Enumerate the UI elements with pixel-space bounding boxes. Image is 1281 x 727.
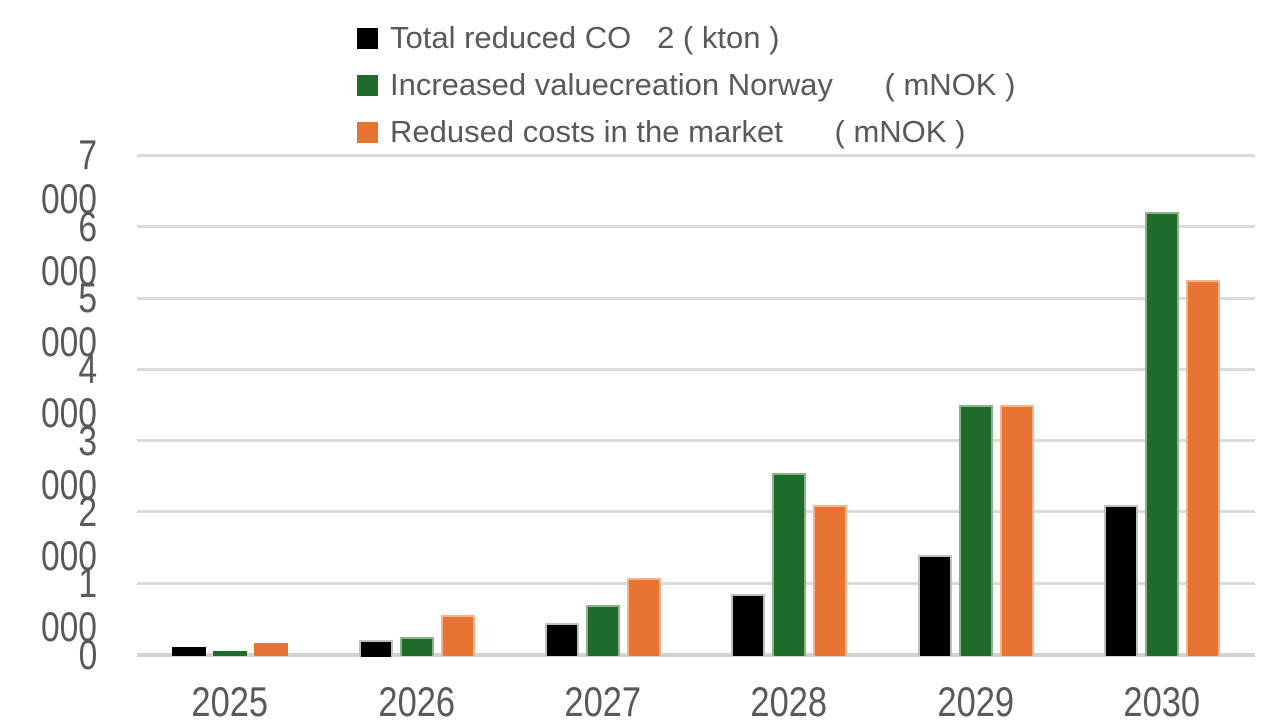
x-axis-label-2029: 2029 [883, 680, 1069, 724]
bar-2029-total-reduced-co2-kton [917, 554, 952, 657]
x-axis-label-text: 2026 [378, 678, 455, 725]
legend-marker-total-reduced-co2-kton [357, 27, 378, 49]
y-axis-label-text: 4 000 [40, 345, 97, 437]
legend-label-total-reduced-co2-kton: Total reduced CO 2 ( kton ) [390, 20, 780, 55]
bar-2027-total-reduced-co2-kton [544, 623, 579, 657]
bar-2029-redused-costs-in-the-market-mnok [999, 404, 1034, 657]
x-axis-label-2028: 2028 [696, 680, 882, 724]
y-axis-label-7000: 7 000 [0, 133, 97, 221]
bar-2030-increased-valuecreation-norway-mnok [1144, 212, 1179, 657]
legend-marker-redused-costs-in-the-market-mnok [357, 121, 378, 143]
y-axis-label-text: 1 000 [40, 559, 97, 651]
y-axis-label-text: 3 000 [40, 416, 97, 508]
x-axis-label-2030: 2030 [1069, 680, 1255, 724]
gridline-4000 [137, 367, 1255, 371]
x-axis-label-text: 2027 [564, 678, 642, 725]
bar-2026-increased-valuecreation-norway-mnok [399, 637, 434, 657]
bar-2025-increased-valuecreation-norway-mnok [213, 650, 248, 657]
gridline-1000 [137, 581, 1255, 585]
legend-label-redused-costs-in-the-market-mnok: Redused costs in the market ( mNOK ) [390, 114, 966, 149]
gridline-5000 [137, 296, 1255, 300]
y-axis-label-1000: 1 000 [0, 561, 97, 649]
y-axis-label-3000: 3 000 [0, 418, 97, 506]
gridline-6000 [137, 225, 1255, 229]
bar-2027-redused-costs-in-the-market-mnok [626, 578, 661, 657]
x-axis-baseline [137, 652, 1255, 657]
legend-item-increased-valuecreation-norway-mnok: Increased valuecreation Norway ( mNOK ) [357, 67, 1015, 103]
legend-item-total-reduced-co2-kton: Total reduced CO 2 ( kton ) [357, 20, 1015, 56]
x-axis-label-2026: 2026 [324, 680, 510, 724]
y-axis-label-2000: 2 000 [0, 489, 97, 577]
y-axis-label-text: 7 000 [40, 131, 97, 223]
x-axis-label-text: 2029 [937, 678, 1014, 725]
bar-2026-redused-costs-in-the-market-mnok [440, 615, 475, 657]
bar-2025-redused-costs-in-the-market-mnok [254, 643, 289, 657]
y-axis-label-0: 0 [0, 630, 97, 678]
bar-2030-total-reduced-co2-kton [1103, 504, 1138, 657]
bar-2028-increased-valuecreation-norway-mnok [772, 472, 807, 657]
y-axis-label-text: 2 000 [40, 487, 97, 579]
x-axis-label-text: 2025 [191, 678, 269, 725]
gridline-3000 [137, 439, 1255, 443]
legend-marker-increased-valuecreation-norway-mnok [357, 74, 378, 96]
legend-item-redused-costs-in-the-market-mnok: Redused costs in the market ( mNOK ) [357, 114, 1015, 150]
bar-2025-total-reduced-co2-kton [172, 647, 207, 657]
x-axis-label-2025: 2025 [137, 680, 323, 724]
bar-2028-redused-costs-in-the-market-mnok [813, 504, 848, 657]
y-axis-label-text: 5 000 [40, 274, 97, 365]
y-axis-label-text: 0 [78, 630, 97, 678]
y-axis-label-5000: 5 000 [0, 276, 97, 364]
x-axis-label-text: 2030 [1123, 678, 1201, 725]
x-axis-label-text: 2028 [750, 678, 828, 725]
gridline-2000 [137, 510, 1255, 514]
bar-2030-redused-costs-in-the-market-mnok [1185, 280, 1220, 657]
bar-2026-total-reduced-co2-kton [358, 639, 393, 657]
y-axis-label-text: 6 000 [40, 202, 97, 294]
y-axis-label-6000: 6 000 [0, 204, 97, 292]
legend-label-increased-valuecreation-norway-mnok: Increased valuecreation Norway ( mNOK ) [390, 67, 1016, 102]
bar-2027-increased-valuecreation-norway-mnok [585, 605, 620, 657]
legend: Total reduced CO 2 ( kton ) Increased val… [357, 20, 1015, 150]
gridline-7000 [137, 153, 1255, 157]
y-axis-label-4000: 4 000 [0, 347, 97, 435]
bar-2028-total-reduced-co2-kton [731, 593, 766, 657]
bar-2029-increased-valuecreation-norway-mnok [958, 404, 993, 657]
x-axis-label-2027: 2027 [510, 680, 696, 724]
